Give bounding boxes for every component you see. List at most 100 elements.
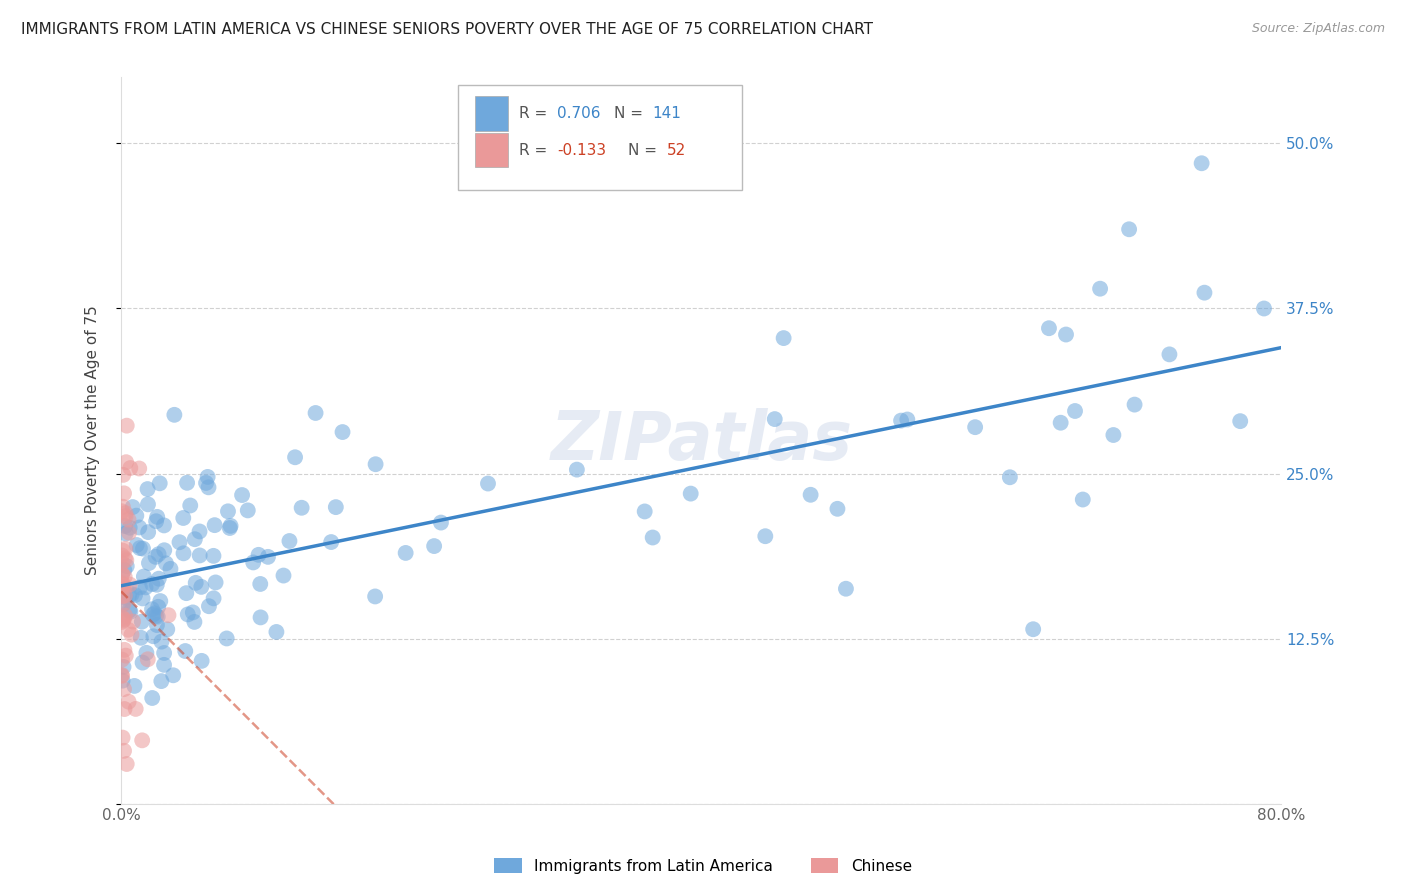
Point: [129, 631, 152, 645]
Point: [896, 412, 918, 426]
Point: [149, 476, 172, 491]
Point: [114, 608, 136, 623]
Point: [190, 580, 212, 594]
Point: [1022, 622, 1045, 636]
Point: [117, 513, 139, 527]
Point: [125, 538, 148, 552]
Point: [114, 509, 136, 524]
Point: [183, 615, 205, 629]
Point: [118, 525, 141, 540]
Point: [125, 702, 148, 716]
Point: [111, 652, 134, 666]
Point: [111, 669, 134, 683]
Point: [111, 598, 134, 612]
Point: [1253, 301, 1275, 316]
Point: [148, 599, 170, 614]
Point: [150, 634, 173, 648]
Point: [132, 541, 155, 556]
Point: [118, 521, 141, 535]
Point: [304, 406, 326, 420]
Point: [141, 602, 163, 616]
Text: R =: R =: [519, 143, 553, 158]
Point: [284, 450, 307, 465]
Point: [204, 518, 226, 533]
Point: [111, 673, 134, 688]
Point: [423, 539, 446, 553]
Point: [1038, 321, 1060, 335]
Point: [1191, 156, 1213, 170]
Point: [112, 642, 135, 657]
Point: [145, 549, 167, 564]
Point: [118, 588, 141, 602]
Point: [1049, 416, 1071, 430]
Point: [266, 624, 288, 639]
Point: [754, 529, 776, 543]
Point: [249, 577, 271, 591]
Point: [120, 461, 142, 475]
Point: [135, 581, 157, 595]
Point: [145, 514, 167, 528]
Point: [136, 482, 159, 496]
Point: [188, 524, 211, 539]
Point: [169, 535, 191, 549]
Text: N =: N =: [628, 143, 662, 158]
Point: [115, 553, 138, 567]
Point: [112, 614, 135, 628]
Point: [1194, 285, 1216, 300]
Point: [114, 702, 136, 716]
Point: [111, 556, 134, 570]
Point: [174, 644, 197, 658]
Point: [197, 480, 219, 494]
Point: [763, 412, 786, 426]
Point: [236, 503, 259, 517]
Point: [249, 610, 271, 624]
Text: 141: 141: [652, 106, 682, 121]
Text: 0.706: 0.706: [557, 106, 600, 121]
Point: [291, 500, 314, 515]
Point: [1229, 414, 1251, 428]
Point: [679, 486, 702, 500]
Point: [153, 646, 176, 660]
Point: [188, 549, 211, 563]
Point: [150, 674, 173, 689]
Point: [145, 608, 167, 623]
Point: [219, 519, 242, 533]
Point: [202, 549, 225, 563]
Point: [112, 597, 135, 611]
Text: -0.133: -0.133: [557, 143, 606, 158]
Point: [172, 511, 194, 525]
Point: [153, 518, 176, 533]
Point: [321, 535, 343, 549]
Point: [111, 668, 134, 682]
Point: [111, 611, 134, 625]
Point: [1159, 347, 1181, 361]
Point: [155, 557, 177, 571]
Point: [184, 532, 207, 546]
Point: [1054, 327, 1077, 342]
Point: [565, 462, 588, 476]
Point: [278, 534, 301, 549]
Point: [146, 609, 169, 624]
Point: [146, 578, 169, 592]
Point: [149, 594, 172, 608]
Point: [111, 567, 134, 582]
Point: [115, 455, 138, 469]
Point: [114, 589, 136, 603]
Point: [131, 656, 153, 670]
FancyBboxPatch shape: [457, 85, 742, 190]
Point: [128, 461, 150, 475]
Point: [231, 488, 253, 502]
Text: 52: 52: [666, 143, 686, 158]
Point: [146, 509, 169, 524]
Point: [1064, 404, 1087, 418]
Point: [198, 599, 221, 614]
Point: [1088, 282, 1111, 296]
Point: [115, 418, 138, 433]
Point: [772, 331, 794, 345]
Y-axis label: Seniors Poverty Over the Age of 75: Seniors Poverty Over the Age of 75: [86, 306, 100, 575]
Text: IMMIGRANTS FROM LATIN AMERICA VS CHINESE SENIORS POVERTY OVER THE AGE OF 75 CORR: IMMIGRANTS FROM LATIN AMERICA VS CHINESE…: [21, 22, 873, 37]
Point: [125, 508, 148, 523]
Point: [114, 570, 136, 584]
Point: [202, 591, 225, 606]
Point: [1102, 428, 1125, 442]
